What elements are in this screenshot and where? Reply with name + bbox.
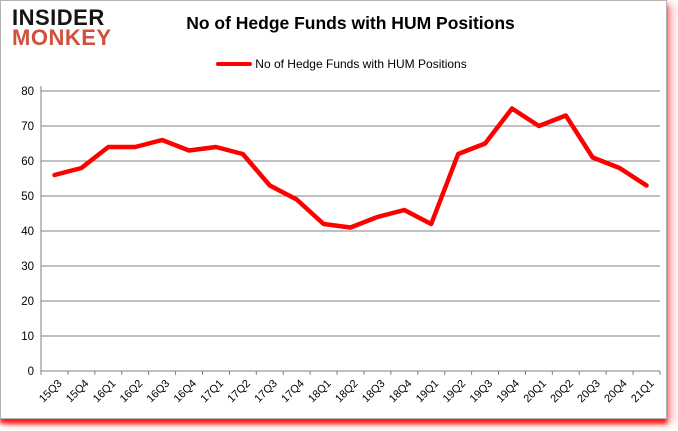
x-tick-label: 20Q3 [575,378,603,406]
y-tick-label: 60 [21,156,34,168]
x-tick-label: 16Q3 [145,378,173,406]
x-tick-label: 18Q4 [387,378,415,406]
y-tick-label: 10 [21,331,34,343]
x-tick-label: 17Q3 [252,378,280,406]
data-line-hum [52,106,649,230]
x-tick-label: 17Q4 [279,378,307,406]
x-tick-label: 15Q4 [64,378,92,406]
x-tick-label: 21Q1 [629,378,657,406]
logo-text-insider: INSIDER [12,5,105,30]
legend-line-swatch [216,62,253,66]
chart-title: No of Hedge Funds with HUM Positions [186,13,515,33]
x-tick-label: 20Q2 [548,378,576,406]
x-tick-label: 19Q1 [414,378,442,406]
y-tick-label: 50 [21,191,34,203]
line-chart: 0 10 20 30 40 50 60 70 80 15Q3 15Q4 16Q1 16Q2 16Q3 16Q… [21,86,661,406]
x-tick-label: 20Q4 [602,378,630,406]
x-tick-label: 16Q4 [172,378,200,406]
chart-frame: INSIDER MONKEY No of Hedge Funds with HU… [0,0,667,419]
x-tick-label: 18Q1 [306,378,334,406]
y-tick-label: 30 [21,261,34,273]
x-tick-label: 16Q1 [91,378,119,406]
x-tick-label: 19Q4 [495,378,523,406]
x-tick-label: 17Q2 [225,378,253,406]
x-tick-label: 20Q1 [521,378,549,406]
logo-text-monkey: MONKEY [12,25,112,51]
x-tick-label: 18Q3 [360,378,388,406]
x-tick-label: 19Q2 [441,378,469,406]
x-tick-label: 19Q3 [468,378,496,406]
x-tick-label: 17Q1 [199,378,227,406]
y-tick-label: 80 [21,86,34,98]
y-tick-label: 70 [21,121,34,133]
y-tick-label: 0 [28,366,34,378]
x-tick-label: 16Q2 [118,378,146,406]
legend: No of Hedge Funds with HUM Positions [1,57,666,71]
x-tick-label: 18Q2 [333,378,361,406]
x-tick-label: 15Q3 [37,378,65,406]
y-tick-label: 20 [21,296,34,308]
legend-label: No of Hedge Funds with HUM Positions [255,57,467,71]
insider-monkey-logo: INSIDER MONKEY [12,5,112,51]
y-tick-label: 40 [21,226,34,238]
